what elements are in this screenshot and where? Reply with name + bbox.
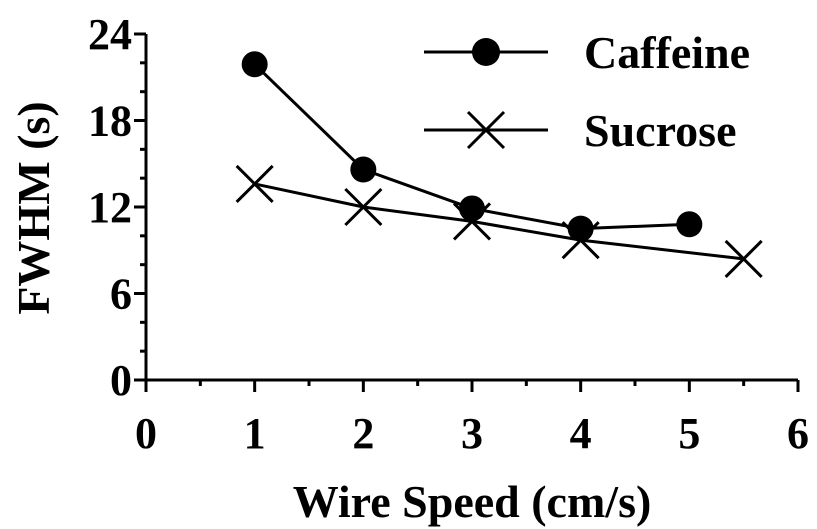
sucrose-series-line (254, 182, 744, 261)
x-tick-label: 0 (135, 409, 157, 458)
caffeine-data-point (350, 156, 377, 183)
caffeine-data-point (459, 195, 485, 222)
x-tick-label: 4 (570, 409, 592, 458)
legend-marker-caffeine (472, 38, 500, 66)
x-tick-label: 5 (678, 409, 700, 458)
legend-marker-sucrose (466, 110, 506, 150)
legend-label-caffeine: Caffeine (584, 27, 750, 78)
x-marker-stroke (452, 202, 492, 241)
x-tick-label: 6 (787, 409, 809, 458)
y-tick-label: 12 (88, 183, 132, 232)
sucrose-data-point (235, 164, 274, 203)
legend: Caffeine Sucrose (424, 27, 750, 156)
sucrose-data-point (561, 221, 600, 260)
x-marker-stroke (344, 187, 383, 227)
sucrose-series (235, 164, 763, 278)
y-axis-ticks: 0 6 12 18 24 (88, 10, 146, 405)
x-axis-title: Wire Speed (cm/s) (293, 476, 652, 527)
x-marker-stroke (724, 239, 763, 278)
x-tick-label: 1 (244, 409, 266, 458)
series-layer (235, 51, 763, 278)
y-tick-label: 0 (110, 356, 132, 405)
x-marker-stroke (466, 110, 506, 150)
sucrose-data-point (724, 239, 763, 278)
sucrose-data-point (452, 202, 492, 241)
x-tick-label: 3 (461, 409, 483, 458)
y-tick-label: 18 (88, 97, 132, 146)
legend-label-sucrose: Sucrose (584, 105, 737, 156)
y-tick-label: 6 (110, 270, 132, 319)
x-marker-stroke (235, 164, 274, 203)
caffeine-data-point (241, 51, 268, 78)
x-tick-label: 2 (352, 409, 374, 458)
x-marker-stroke (561, 221, 600, 260)
legend-item-sucrose: Sucrose (424, 105, 737, 156)
y-tick-label: 24 (88, 10, 132, 59)
y-axis-title: FWHM (s) (8, 101, 59, 314)
caffeine-data-point (676, 211, 703, 238)
legend-item-caffeine: Caffeine (424, 27, 750, 78)
sucrose-data-point (344, 187, 383, 227)
x-axis-ticks: 0 1 2 3 4 5 6 (135, 380, 809, 458)
